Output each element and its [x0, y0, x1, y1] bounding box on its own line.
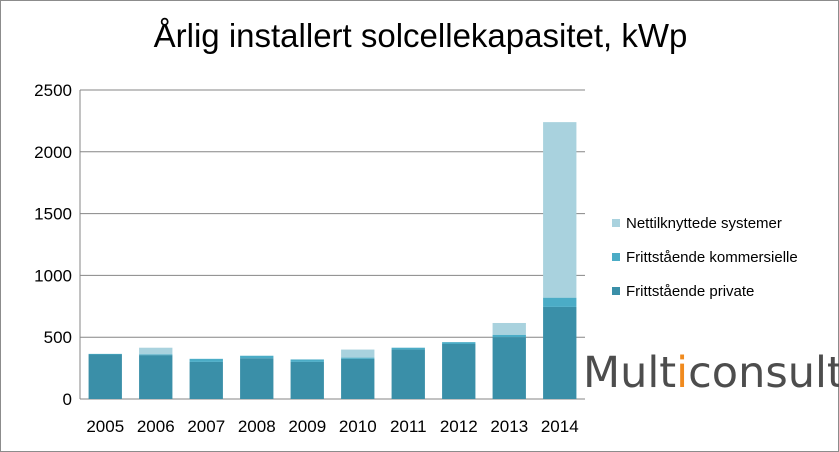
logo-text-start: Mult — [583, 348, 677, 398]
x-tick-label: 2014 — [541, 417, 579, 436]
legend-label: Frittstående kommersielle — [626, 249, 798, 266]
legend-swatch — [612, 253, 620, 261]
bar-2012-series-0 — [442, 343, 476, 399]
bar-2008-series-0 — [240, 358, 274, 399]
bar-2009-series-0 — [290, 361, 324, 399]
bar-2007-series-1 — [189, 358, 223, 362]
bar-2006-series-0 — [139, 355, 173, 399]
bar-2014-series-1 — [543, 297, 577, 307]
bar-2011-series-0 — [391, 349, 425, 399]
x-tick-label: 2009 — [288, 417, 326, 436]
legend-swatch — [612, 287, 620, 295]
bar-2013-series-2 — [492, 322, 526, 335]
bar-2005-series-1 — [88, 353, 122, 355]
multiconsult-logo: Multiconsult — [583, 348, 839, 398]
bar-2005-series-0 — [88, 354, 122, 399]
legend-label: Nettilknyttede systemer — [626, 215, 782, 232]
y-tick-label: 1500 — [34, 205, 72, 224]
legend-label: Frittstående private — [626, 283, 754, 300]
x-tick-label: 2008 — [238, 417, 276, 436]
bar-2006-series-2 — [139, 347, 173, 355]
x-tick-label: 2006 — [137, 417, 175, 436]
bar-2012-series-1 — [442, 342, 476, 344]
bar-2010-series-2 — [341, 349, 375, 358]
x-tick-label: 2011 — [390, 417, 427, 436]
bar-2009-series-1 — [290, 359, 324, 362]
logo-text-end: consult — [688, 348, 839, 398]
legend-swatch — [612, 219, 620, 227]
bar-2010-series-1 — [341, 357, 375, 359]
bar-2010-series-0 — [341, 358, 375, 399]
bar-2013-series-0 — [492, 337, 526, 399]
bar-2014-series-0 — [543, 306, 577, 399]
x-tick-label: 2007 — [187, 417, 225, 436]
bar-2007-series-0 — [189, 361, 223, 399]
x-tick-label: 2013 — [490, 417, 528, 436]
logo-accent-letter: i — [676, 348, 689, 398]
bar-2008-series-1 — [240, 355, 274, 359]
y-tick-label: 2000 — [34, 143, 72, 162]
y-tick-label: 0 — [63, 390, 72, 409]
bar-2011-series-1 — [391, 347, 425, 350]
bar-2006-series-1 — [139, 354, 173, 356]
y-tick-label: 1000 — [34, 266, 72, 285]
bar-2013-series-1 — [492, 334, 526, 338]
x-tick-label: 2010 — [339, 417, 377, 436]
x-tick-label: 2012 — [440, 417, 478, 436]
y-tick-label: 500 — [44, 328, 72, 347]
x-tick-label: 2005 — [86, 417, 124, 436]
bar-2014-series-2 — [543, 122, 577, 298]
y-tick-label: 2500 — [34, 81, 72, 100]
chart-title: Årlig installert solcellekapasitet, kWp — [153, 17, 688, 54]
